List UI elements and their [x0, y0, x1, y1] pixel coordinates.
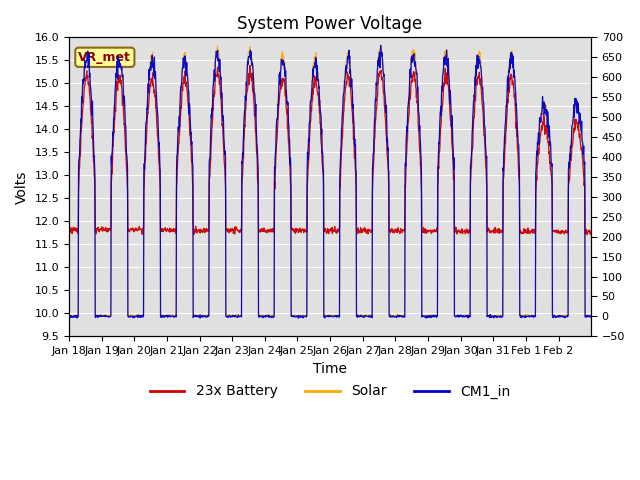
- Text: VR_met: VR_met: [79, 51, 131, 64]
- X-axis label: Time: Time: [313, 361, 347, 376]
- Title: System Power Voltage: System Power Voltage: [237, 15, 423, 33]
- Legend: 23x Battery, Solar, CM1_in: 23x Battery, Solar, CM1_in: [144, 379, 516, 404]
- Y-axis label: Volts: Volts: [15, 170, 29, 204]
